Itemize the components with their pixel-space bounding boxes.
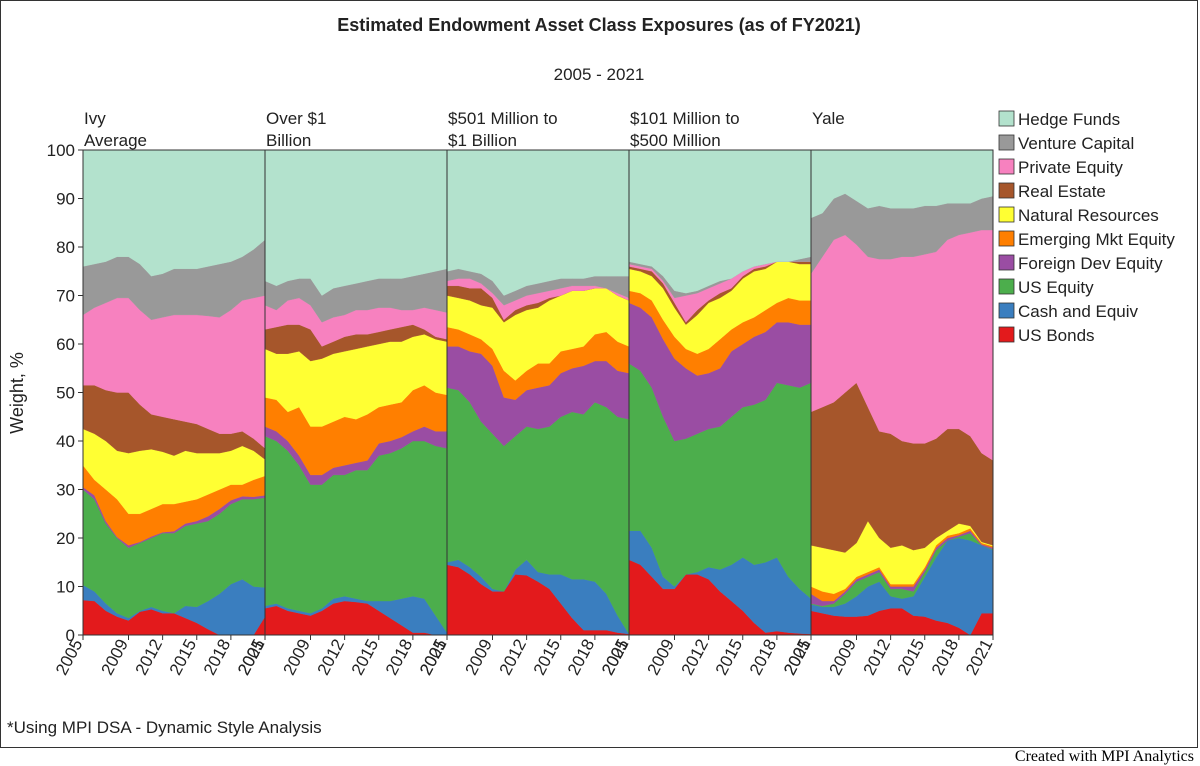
y-tick-label: 70 xyxy=(56,287,75,306)
x-tick-label: 2012 xyxy=(314,636,349,678)
legend-swatch xyxy=(998,302,1015,319)
legend-label: Cash and Equiv xyxy=(1018,302,1139,321)
y-tick-label: 40 xyxy=(56,432,75,451)
x-tick-label: 2012 xyxy=(496,636,531,678)
x-tick-label: 2005 xyxy=(416,636,451,678)
area-hedge-funds xyxy=(82,149,266,277)
panel-label: Billion xyxy=(266,131,311,150)
panel-label: $101 Million to xyxy=(630,109,740,128)
x-tick-label: 2015 xyxy=(166,636,201,678)
legend-swatch xyxy=(998,182,1015,199)
y-tick-label: 0 xyxy=(66,626,75,645)
chart-title: Estimated Endowment Asset Class Exposure… xyxy=(337,15,861,35)
legend-swatch xyxy=(998,278,1015,295)
y-tick-label: 30 xyxy=(56,481,75,500)
x-tick-label: 2009 xyxy=(97,636,132,678)
x-tick-label: 2012 xyxy=(132,636,167,678)
x-tick-label: 2021 xyxy=(962,636,997,678)
y-tick-label: 100 xyxy=(47,141,75,160)
legend-swatch xyxy=(998,158,1015,175)
x-tick-label: 2018 xyxy=(382,636,417,678)
stacked-area-chart: Estimated Endowment Asset Class Exposure… xyxy=(7,15,1175,737)
credit-text: Created with MPI Analytics xyxy=(1014,748,1194,765)
legend-label: Hedge Funds xyxy=(1018,110,1120,129)
x-tick-label: 2012 xyxy=(678,636,713,678)
x-tick-label: 2015 xyxy=(894,636,929,678)
legend-swatch xyxy=(998,110,1015,127)
x-tick-label: 2018 xyxy=(928,636,963,678)
x-tick-label: 2005 xyxy=(598,636,633,678)
panel-label: Over $1 xyxy=(266,109,326,128)
legend-label: US Equity xyxy=(1018,278,1094,297)
legend-swatch xyxy=(998,134,1015,151)
x-tick-label: 2009 xyxy=(825,636,860,678)
panel-label: $501 Million to xyxy=(448,109,558,128)
legend-label: Emerging Mkt Equity xyxy=(1018,230,1175,249)
y-tick-label: 80 xyxy=(56,238,75,257)
area-hedge-funds xyxy=(264,149,448,296)
legend-label: Real Estate xyxy=(1018,182,1106,201)
x-tick-label: 2015 xyxy=(712,636,747,678)
legend-label: Natural Resources xyxy=(1018,206,1159,225)
x-tick-label: 2009 xyxy=(461,636,496,678)
legend-label: US Bonds xyxy=(1018,326,1095,345)
y-tick-label: 10 xyxy=(56,578,75,597)
y-axis-label: Weight, % xyxy=(7,352,27,434)
x-tick-label: 2009 xyxy=(279,636,314,678)
chart-frame: Estimated Endowment Asset Class Exposure… xyxy=(0,0,1198,748)
x-tick-label: 2005 xyxy=(234,636,269,678)
panel-5: Yale 2005 2009 2012 2015 2018 2021 xyxy=(780,109,997,678)
legend: Hedge Funds Venture Capital Private Equity… xyxy=(998,110,1175,345)
panel-label: $500 Million xyxy=(630,131,721,150)
x-tick-label: 2005 xyxy=(780,636,815,678)
x-tick-label: 2012 xyxy=(860,636,895,678)
y-tick-label: 20 xyxy=(56,529,75,548)
legend-swatch xyxy=(998,230,1015,247)
legend-swatch xyxy=(998,206,1015,223)
legend-swatch xyxy=(998,254,1015,271)
y-tick-label: 90 xyxy=(56,190,75,209)
panel-label: Average xyxy=(84,131,147,150)
panel-label: Ivy xyxy=(84,109,106,128)
legend-label: Venture Capital xyxy=(1018,134,1134,153)
x-tick-label: 2009 xyxy=(643,636,678,678)
legend-label: Foreign Dev Equity xyxy=(1018,254,1163,273)
panel-label: $1 Billion xyxy=(448,131,517,150)
y-tick-label: 60 xyxy=(56,335,75,354)
x-tick-label: 2018 xyxy=(746,636,781,678)
chart-subtitle: 2005 - 2021 xyxy=(554,65,645,84)
x-tick-label: 2018 xyxy=(564,636,599,678)
legend-label: Private Equity xyxy=(1018,158,1123,177)
legend-swatch xyxy=(998,326,1015,343)
y-axis: 0 10 20 30 40 50 60 70 80 90 100 xyxy=(47,141,84,645)
panel-border xyxy=(810,149,994,636)
panel-label: Yale xyxy=(812,109,845,128)
footnote: *Using MPI DSA - Dynamic Style Analysis xyxy=(7,718,322,737)
y-tick-label: 50 xyxy=(56,384,75,403)
x-tick-label: 2015 xyxy=(348,636,383,678)
x-tick-label: 2018 xyxy=(200,636,235,678)
x-tick-label: 2015 xyxy=(530,636,565,678)
